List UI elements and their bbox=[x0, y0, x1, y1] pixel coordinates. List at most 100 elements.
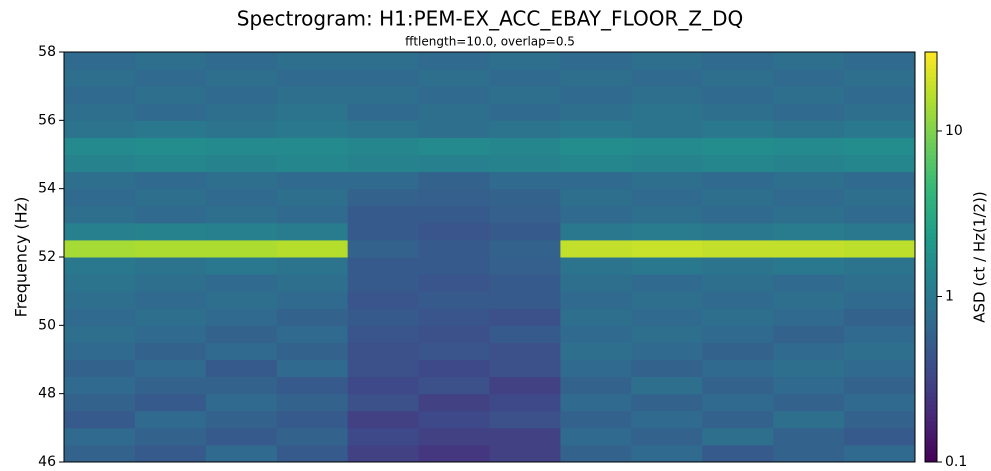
heatmap-cell bbox=[844, 103, 916, 121]
heatmap-cell bbox=[205, 239, 278, 258]
heatmap-cell bbox=[702, 205, 774, 224]
heatmap-cell bbox=[276, 120, 349, 138]
heatmap-cell bbox=[844, 342, 916, 360]
heatmap-cell bbox=[773, 120, 845, 138]
heatmap-cell bbox=[489, 103, 561, 121]
heatmap-cell bbox=[773, 325, 845, 343]
heatmap-cell bbox=[418, 342, 490, 360]
heatmap-cell bbox=[631, 410, 703, 429]
heatmap-cell bbox=[702, 120, 774, 138]
heatmap-cell bbox=[64, 427, 136, 446]
heatmap-cell bbox=[702, 154, 774, 173]
heatmap-cell bbox=[631, 444, 703, 463]
heatmap-cell bbox=[631, 86, 703, 104]
heatmap-cell bbox=[631, 427, 703, 446]
colorbar-segment bbox=[925, 330, 937, 336]
colorbar-segment bbox=[925, 396, 937, 401]
colorbar-segment bbox=[925, 347, 937, 352]
colorbar-segment bbox=[925, 244, 937, 250]
heatmap-cell bbox=[489, 444, 561, 463]
heatmap-cell bbox=[418, 154, 490, 173]
heatmap-cell bbox=[844, 222, 916, 241]
heatmap-cell bbox=[64, 257, 136, 275]
colorbar-segment bbox=[925, 371, 937, 377]
heatmap-cell bbox=[205, 427, 278, 446]
colorbar-segment bbox=[925, 351, 937, 356]
heatmap-cell bbox=[631, 137, 703, 155]
colorbar-segment bbox=[925, 285, 937, 291]
colorbar-segment bbox=[925, 384, 937, 389]
heatmap-cell bbox=[844, 444, 916, 463]
heatmap-cell bbox=[276, 137, 349, 155]
heatmap-cell bbox=[64, 308, 136, 326]
heatmap-cell bbox=[134, 222, 207, 241]
colorbar-segment bbox=[925, 400, 937, 406]
heatmap-cell bbox=[276, 86, 349, 104]
colorbar-segment bbox=[925, 121, 937, 127]
heatmap-cell bbox=[631, 376, 703, 395]
heatmap-cell bbox=[276, 52, 349, 70]
colorbar-segment bbox=[925, 88, 937, 94]
heatmap-cell bbox=[702, 171, 774, 190]
heatmap-cell bbox=[205, 444, 278, 463]
colorbar-segment bbox=[925, 72, 937, 78]
heatmap-cell bbox=[702, 86, 774, 104]
colorbar-segment bbox=[925, 76, 937, 82]
heatmap-cell bbox=[702, 376, 774, 395]
colorbar-segment bbox=[925, 129, 937, 135]
heatmap-cell bbox=[134, 410, 207, 429]
heatmap-cell bbox=[276, 410, 349, 429]
heatmap-cell bbox=[347, 308, 420, 326]
heatmap-cell bbox=[489, 325, 561, 343]
y-tick-label: 48 bbox=[38, 386, 56, 402]
heatmap-cell bbox=[134, 291, 207, 309]
heatmap-cell bbox=[276, 342, 349, 360]
heatmap-cell bbox=[64, 342, 136, 360]
colorbar-segment bbox=[925, 359, 937, 365]
heatmap-cell bbox=[347, 86, 420, 104]
heatmap-cell bbox=[560, 410, 632, 429]
heatmap-cell bbox=[702, 427, 774, 446]
colorbar-segment bbox=[925, 433, 937, 438]
heatmap-cell bbox=[276, 171, 349, 190]
colorbar-segment bbox=[925, 252, 937, 258]
colorbar-segment bbox=[925, 117, 937, 123]
colorbar-segment bbox=[925, 343, 937, 348]
heatmap-cell bbox=[64, 52, 136, 70]
heatmap-cell bbox=[134, 376, 207, 395]
heatmap-cell bbox=[631, 69, 703, 87]
colorbar-segment bbox=[925, 445, 937, 451]
heatmap-cell bbox=[134, 444, 207, 463]
heatmap-cell bbox=[347, 257, 420, 275]
heatmap-cell bbox=[418, 222, 490, 241]
colorbar-segment bbox=[925, 220, 937, 225]
heatmap-cell bbox=[489, 120, 561, 138]
heatmap-cell bbox=[560, 393, 632, 412]
heatmap-cell bbox=[844, 376, 916, 395]
heatmap-cell bbox=[347, 291, 420, 309]
colorbar-segment bbox=[925, 170, 937, 176]
heatmap-cell bbox=[489, 222, 561, 241]
heatmap-cell bbox=[702, 325, 774, 343]
heatmap-cell bbox=[347, 205, 420, 224]
heatmap-cell bbox=[347, 444, 420, 463]
colorbar-segment bbox=[925, 236, 937, 242]
heatmap-cell bbox=[489, 52, 561, 70]
heatmap-cell bbox=[418, 376, 490, 395]
colorbar-segment bbox=[925, 449, 937, 455]
colorbar-segment bbox=[925, 179, 937, 184]
heatmap-cell bbox=[773, 188, 845, 207]
heatmap-cell bbox=[347, 171, 420, 190]
heatmap-cell bbox=[489, 427, 561, 446]
heatmap-cell bbox=[347, 188, 420, 207]
heatmap-cell bbox=[773, 222, 845, 241]
colorbar-segment bbox=[925, 281, 937, 287]
heatmap-cell bbox=[205, 154, 278, 173]
heatmap-cell bbox=[276, 393, 349, 412]
heatmap-cell bbox=[489, 154, 561, 173]
heatmap-cell bbox=[844, 52, 916, 70]
heatmap-cell bbox=[560, 171, 632, 190]
colorbar-segment bbox=[925, 158, 937, 164]
heatmap-cell bbox=[418, 103, 490, 121]
